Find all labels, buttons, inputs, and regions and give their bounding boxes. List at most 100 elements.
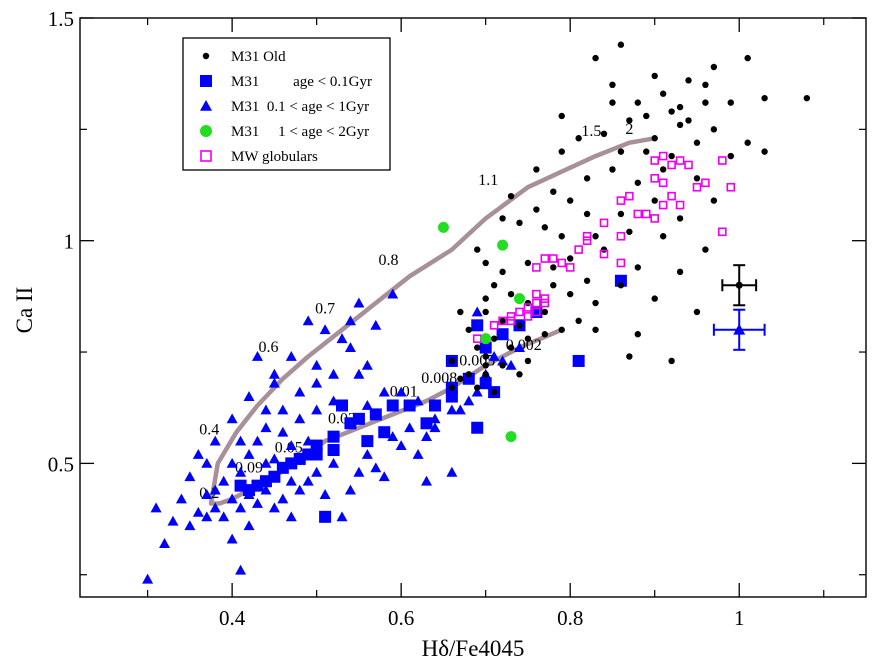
data-point — [592, 54, 599, 62]
data-point — [471, 386, 483, 397]
data-point — [658, 178, 668, 188]
data-point — [336, 511, 348, 522]
model-track-age-label: 0.8 — [378, 252, 398, 269]
data-point — [336, 333, 348, 344]
data-point — [582, 231, 592, 241]
model-track-age-label: 0.002 — [506, 337, 542, 354]
series-m31-old — [448, 41, 811, 396]
data-point — [650, 214, 660, 223]
data-point — [540, 294, 550, 303]
data-point — [159, 538, 171, 548]
data-point — [692, 182, 702, 192]
data-point — [226, 457, 238, 468]
legend-label: M31 1 < age < 2Gyr — [231, 124, 369, 140]
data-point — [437, 221, 449, 233]
data-point — [609, 81, 616, 89]
data-point — [566, 197, 574, 204]
data-point — [583, 277, 591, 284]
data-point — [192, 506, 204, 517]
data-point — [142, 573, 154, 584]
legend-box — [182, 37, 391, 171]
data-point — [445, 390, 458, 403]
data-point — [378, 426, 391, 439]
data-point — [727, 99, 734, 106]
data-point — [626, 228, 633, 235]
data-point — [327, 430, 340, 443]
model-track-age-label: 0.6 — [258, 339, 278, 356]
data-point — [429, 422, 441, 433]
data-point — [387, 431, 399, 442]
data-point — [285, 350, 297, 361]
data-point — [558, 148, 565, 155]
data-point — [533, 206, 540, 213]
data-point — [650, 174, 660, 183]
model-track-age-label: 0.7 — [315, 300, 335, 317]
data-point — [474, 344, 481, 351]
data-point — [558, 233, 565, 240]
data-point — [575, 317, 582, 325]
data-point — [482, 259, 489, 267]
data-point — [668, 357, 675, 365]
data-point — [260, 404, 272, 415]
data-point — [583, 175, 591, 182]
data-point — [540, 298, 550, 308]
data-point — [482, 295, 489, 302]
data-point — [609, 99, 616, 106]
data-point — [294, 413, 306, 424]
data-point — [268, 368, 280, 379]
data-point — [803, 94, 811, 102]
data-point — [294, 484, 306, 495]
data-point — [532, 263, 541, 272]
x-tick-label: 0.4 — [219, 606, 246, 630]
data-point — [260, 484, 272, 495]
legend-label: MW globulars — [231, 149, 318, 165]
data-point — [541, 308, 549, 316]
data-point — [454, 404, 466, 415]
data-point — [651, 197, 658, 204]
data-point — [285, 440, 297, 450]
data-point — [243, 391, 255, 401]
legend-label: M31 0.1 < age < 1Gyr — [231, 99, 369, 115]
data-point — [659, 90, 667, 97]
data-point — [328, 457, 340, 468]
data-point — [532, 298, 541, 308]
data-point — [541, 331, 549, 338]
data-point — [226, 493, 238, 504]
series-mw-globulars — [472, 151, 736, 343]
data-point — [617, 282, 625, 289]
data-point — [506, 316, 516, 326]
data-point — [499, 215, 506, 222]
data-point — [667, 160, 676, 170]
data-point — [582, 236, 592, 245]
data-point — [565, 263, 575, 272]
data-point — [294, 386, 306, 397]
data-point — [701, 178, 710, 188]
data-point — [626, 353, 633, 360]
data-point — [507, 192, 515, 200]
data-point — [446, 404, 458, 415]
legend-marker — [202, 52, 210, 60]
data-point — [710, 197, 718, 204]
data-point — [609, 166, 616, 173]
data-point — [550, 188, 557, 195]
data-point — [675, 156, 685, 165]
data-point — [643, 112, 650, 120]
data-point — [259, 475, 272, 488]
data-point — [641, 209, 651, 219]
data-point — [685, 117, 692, 124]
legend-marker — [200, 75, 212, 87]
data-point — [497, 239, 509, 251]
data-point — [268, 502, 280, 513]
legend-marker — [200, 100, 212, 111]
data-point — [285, 475, 297, 486]
data-point — [693, 139, 701, 146]
data-point — [513, 342, 525, 352]
data-point — [328, 368, 340, 379]
legend-marker — [200, 150, 212, 162]
data-point — [421, 431, 433, 442]
data-point — [718, 156, 727, 165]
data-point — [600, 246, 608, 253]
model-track-age-label: 2 — [625, 121, 633, 138]
data-point — [523, 303, 533, 312]
data-point — [507, 344, 515, 351]
